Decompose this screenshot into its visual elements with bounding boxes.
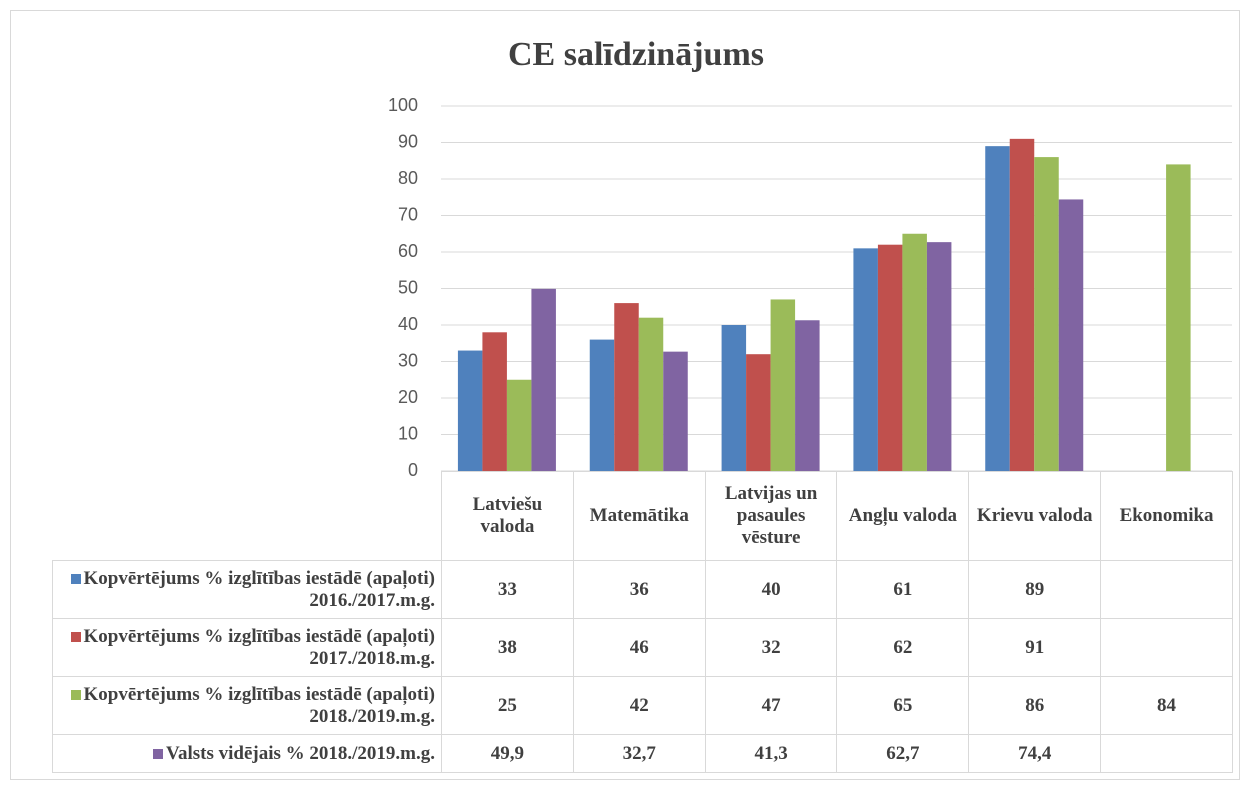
bar bbox=[985, 146, 1010, 471]
chart-frame bbox=[10, 10, 1240, 780]
value-cell: 49,9 bbox=[441, 734, 574, 773]
data-table: Latviešu valoda Matemātika Latvijas un pas… bbox=[52, 471, 1233, 773]
value-cell: 65 bbox=[836, 676, 970, 735]
legend-label: Valsts vidējais % 2018./2019.m.g. bbox=[165, 742, 435, 764]
y-tick-label: 100 bbox=[388, 95, 418, 115]
category-label: Latviešu valoda bbox=[441, 471, 574, 561]
bar bbox=[589, 339, 615, 471]
category-label: Ekonomika bbox=[1100, 471, 1233, 561]
y-tick-label: 60 bbox=[398, 241, 418, 261]
series-row: Valsts vidējais % 2018./2019.m.g. 49,9 32,… bbox=[52, 734, 1233, 773]
bar bbox=[746, 354, 771, 471]
bar bbox=[902, 233, 927, 471]
value-cell: 32 bbox=[704, 618, 838, 677]
bar bbox=[721, 325, 747, 471]
series-row: Kopvērtējums % izglītības iestādē (apaļo… bbox=[52, 618, 1233, 677]
corner-cell bbox=[52, 471, 442, 561]
category-label: Krievu valoda bbox=[968, 471, 1102, 561]
value-cell: 86 bbox=[968, 676, 1102, 735]
series-header: Kopvērtējums % izglītības iestādē (apaļo… bbox=[52, 560, 442, 619]
value-cell: 61 bbox=[836, 560, 970, 619]
category-label: Angļu valoda bbox=[836, 471, 970, 561]
y-tick-label: 10 bbox=[398, 423, 418, 443]
value-cell: 62 bbox=[836, 618, 970, 677]
category-label: Latvijas un pasaules vēsture bbox=[704, 471, 838, 561]
value-cell: 62,7 bbox=[836, 734, 970, 773]
value-cell: 25 bbox=[441, 676, 574, 735]
header-row: Latviešu valoda Matemātika Latvijas un pas… bbox=[52, 471, 1233, 561]
chart-title: CE salīdzinājums bbox=[508, 36, 764, 73]
value-cell: 38 bbox=[441, 618, 574, 677]
bar bbox=[1058, 199, 1084, 471]
value-cell: 84 bbox=[1100, 676, 1233, 735]
value-cell: 42 bbox=[572, 676, 706, 735]
series-row: Kopvērtējums % izglītības iestādē (apaļo… bbox=[52, 676, 1233, 735]
bar bbox=[663, 351, 688, 471]
value-cell: 40 bbox=[704, 560, 838, 619]
bar bbox=[506, 379, 532, 471]
legend-label: Kopvērtējums % izglītības iestādē (apaļo… bbox=[83, 683, 435, 727]
value-cell: 74,4 bbox=[968, 734, 1102, 773]
bar bbox=[614, 303, 639, 471]
value-cell: 89 bbox=[968, 560, 1102, 619]
bar bbox=[1166, 164, 1191, 471]
category-label: Matemātika bbox=[572, 471, 706, 561]
y-tick-label: 40 bbox=[398, 314, 418, 334]
value-cell: 91 bbox=[968, 618, 1102, 677]
series-header: Kopvērtējums % izglītības iestādē (apaļo… bbox=[52, 676, 442, 735]
y-tick-label: 70 bbox=[398, 204, 418, 224]
legend-label: Kopvērtējums % izglītības iestādē (apaļo… bbox=[83, 567, 435, 611]
y-tick-label: 0 bbox=[408, 460, 418, 480]
bar bbox=[877, 244, 903, 471]
y-tick-label: 30 bbox=[398, 350, 418, 370]
value-cell: 46 bbox=[572, 618, 706, 677]
legend-key bbox=[152, 748, 163, 759]
bar bbox=[638, 317, 664, 471]
bar bbox=[770, 299, 796, 471]
legend-key bbox=[70, 631, 81, 642]
bar bbox=[853, 248, 878, 471]
series-header: Valsts vidējais % 2018./2019.m.g. bbox=[52, 734, 442, 773]
y-tick-label: 50 bbox=[398, 277, 418, 297]
legend-key bbox=[70, 689, 81, 700]
bar bbox=[482, 332, 507, 471]
bar bbox=[926, 242, 952, 471]
series-row: Kopvērtējums % izglītības iestādē (apaļo… bbox=[52, 560, 1233, 619]
value-cell bbox=[1100, 734, 1233, 773]
y-tick-label: 90 bbox=[398, 131, 418, 151]
y-tick-label: 80 bbox=[398, 168, 418, 188]
value-cell bbox=[1100, 618, 1233, 677]
bar bbox=[795, 320, 820, 471]
value-cell: 36 bbox=[572, 560, 706, 619]
bar bbox=[1034, 157, 1059, 471]
legend-key bbox=[70, 573, 81, 584]
value-cell: 47 bbox=[704, 676, 838, 735]
legend-label: Kopvērtējums % izglītības iestādē (apaļo… bbox=[83, 625, 435, 669]
y-tick-label: 20 bbox=[398, 387, 418, 407]
value-cell bbox=[1100, 560, 1233, 619]
value-cell: 32,7 bbox=[572, 734, 706, 773]
bar bbox=[1009, 138, 1035, 471]
series-header: Kopvērtējums % izglītības iestādē (apaļo… bbox=[52, 618, 442, 677]
value-cell: 33 bbox=[441, 560, 574, 619]
bar bbox=[531, 288, 556, 471]
value-cell: 41,3 bbox=[704, 734, 838, 773]
bar bbox=[457, 350, 483, 471]
